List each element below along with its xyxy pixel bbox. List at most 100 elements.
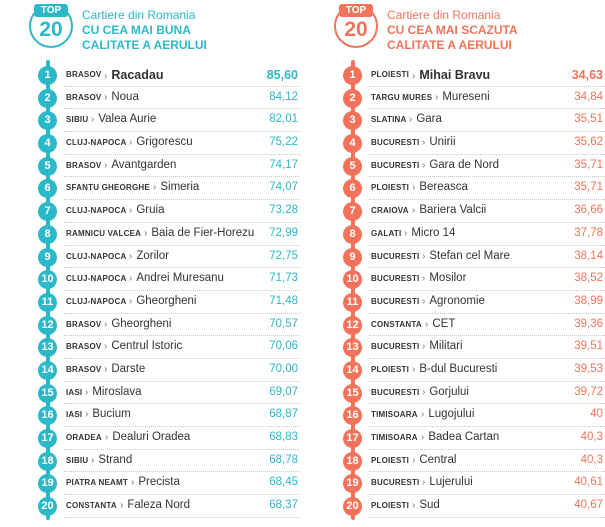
neighborhood: › CET: [422, 318, 455, 330]
city-name: ORADEA: [66, 433, 102, 442]
neighborhood: › Andrei Muresanu: [126, 272, 224, 284]
rank-number: 12: [38, 315, 57, 335]
chevron-right-icon: ›: [104, 318, 108, 330]
air-quality-score: 39,51: [574, 340, 603, 353]
air-quality-score: 39,36: [574, 317, 603, 330]
chevron-right-icon: ›: [91, 114, 95, 126]
neighborhood: › Bereasca: [409, 181, 468, 193]
heading-line3: CALITATE A AERULUI: [82, 38, 207, 52]
city-name: BUCURESTI: [371, 478, 420, 488]
chevron-right-icon: ›: [422, 273, 426, 285]
rank-number: 18: [38, 451, 57, 471]
air-quality-score: 68,83: [269, 431, 298, 443]
rank-number: 12: [343, 315, 362, 335]
top20-badge: TOP 20: [334, 4, 378, 48]
city-name: SIBIU: [66, 455, 89, 465]
ranking-row: 16 IASI › Bucium 68,87: [0, 404, 300, 427]
chevron-right-icon: ›: [144, 227, 148, 239]
ranking-row: 13 BRASOV › Centrul Istoric 70,06: [0, 336, 300, 359]
row-divider: [369, 130, 605, 133]
rank-number: 11: [38, 292, 57, 312]
row-divider: [369, 380, 605, 382]
chevron-right-icon: ›: [91, 454, 95, 466]
row-divider: [369, 266, 605, 269]
badge-number: 20: [344, 18, 368, 41]
air-quality-score: 40: [590, 408, 603, 421]
chevron-right-icon: ›: [421, 409, 425, 421]
air-quality-score: 35,71: [574, 158, 603, 171]
rank-number: 19: [38, 474, 57, 494]
ranking-row: 1 BRASOV › Racadau 85,60: [0, 64, 300, 87]
neighborhood: › Gara: [406, 113, 442, 125]
neighborhood-name: Precista: [138, 476, 180, 489]
neighborhood: › Lujerului: [419, 476, 473, 488]
air-quality-score: 74,17: [269, 158, 298, 171]
rank-number: 4: [38, 134, 57, 154]
ranking-row: 11 BUCURESTI › Agronomie 38,99: [305, 291, 605, 314]
air-quality-score: 69,07: [269, 385, 298, 398]
ranking-row: 5 BUCURESTI › Gara de Nord 35,71: [305, 155, 605, 178]
city-name: CONSTANTA: [371, 319, 422, 329]
top20-badge: TOP 20: [29, 4, 73, 48]
rank-number: 6: [38, 179, 57, 199]
city-name: CONSTANTA: [66, 501, 117, 511]
ranking-row: 6 SFANTU GHEORGHE › Simeria 74,07: [0, 177, 300, 201]
badge-top-label: TOP: [34, 4, 68, 17]
rank-number: 3: [38, 111, 57, 131]
chevron-right-icon: ›: [422, 250, 426, 262]
ranking-list: 1 PLOIESTI › Mihai Bravu 34,63 2 TARGU MURES › M…: [305, 64, 605, 518]
air-quality-score: 40,61: [574, 476, 603, 489]
neighborhood: › Gara de Nord: [419, 159, 499, 171]
city-name: BUCURESTI: [371, 138, 420, 148]
city-name: SFANTU GHEORGHE: [66, 183, 150, 193]
chevron-right-icon: ›: [129, 295, 133, 307]
row-divider: [369, 175, 605, 178]
neighborhood-name: Simeria: [160, 181, 200, 194]
neighborhood-name: Dealuri Oradea: [112, 431, 191, 443]
neighborhood-name: Agronomie: [429, 294, 485, 307]
chevron-right-icon: ›: [412, 182, 416, 194]
neighborhood: › Gruia: [126, 204, 164, 216]
neighborhood: › Stefan cel Mare: [419, 250, 510, 262]
neighborhood-name: Micro 14: [411, 226, 456, 239]
row-divider: [369, 85, 605, 87]
ranking-row: 14 PLOIESTI › B-dul Bucuresti 39,53: [305, 359, 605, 382]
city-name: PLOIESTI: [371, 501, 410, 511]
neighborhood-name: Stefan cel Mare: [429, 249, 510, 262]
row-divider: [369, 312, 605, 314]
air-quality-score: 75,22: [269, 136, 298, 149]
city-name: CLUJ-NAPOCA: [66, 296, 127, 306]
ranking-row: 2 BRASOV › Noua 84,12: [0, 87, 300, 110]
air-quality-score: 72,75: [269, 249, 298, 262]
air-quality-score: 70,06: [269, 340, 298, 353]
city-name: PLOIESTI: [371, 70, 410, 79]
air-quality-score: 39,72: [574, 385, 603, 398]
rank-number: 16: [38, 406, 57, 426]
row-divider: [64, 153, 300, 155]
badge-number: 20: [39, 18, 63, 41]
neighborhood-name: Andrei Muresanu: [136, 272, 224, 285]
city-name: TARGU MURES: [371, 92, 433, 102]
neighborhood: › Central: [409, 454, 456, 466]
city-name: IASI: [66, 410, 83, 420]
neighborhood: › Baia de Fier-Horezu: [141, 227, 254, 239]
neighborhood: › Militari: [419, 340, 463, 352]
neighborhood-name: Militari: [429, 340, 463, 353]
city-name: CLUJ-NAPOCA: [66, 274, 127, 284]
air-quality-score: 71,48: [269, 294, 298, 307]
neighborhood: › Mureseni: [432, 91, 490, 103]
air-quality-score: 35,51: [574, 113, 603, 126]
chevron-right-icon: ›: [104, 341, 108, 353]
air-quality-score: 68,37: [269, 499, 298, 512]
air-quality-score: 82,01: [269, 113, 298, 126]
neighborhood-name: Bucium: [92, 408, 131, 421]
neighborhood-name: CET: [432, 317, 456, 330]
neighborhood: › Simeria: [150, 181, 199, 193]
rank-track-line: [46, 60, 50, 520]
row-divider: [64, 289, 300, 291]
neighborhood: › Mosilor: [419, 272, 466, 284]
row-divider: [369, 425, 605, 427]
city-name: TIMISOARA: [371, 410, 418, 420]
row-divider: [369, 107, 605, 110]
neighborhood-name: Gheorgheni: [136, 294, 197, 307]
